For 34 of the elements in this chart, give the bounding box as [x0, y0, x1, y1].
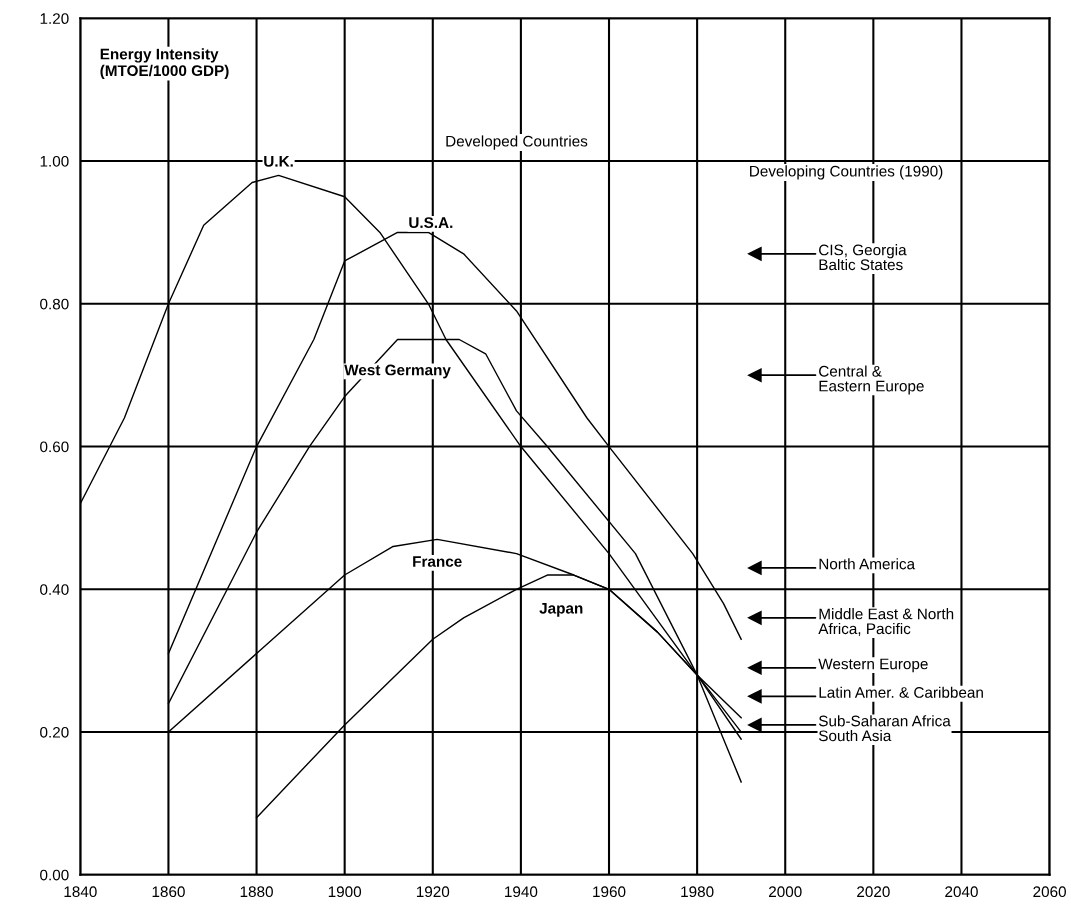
series-label: France — [413, 556, 462, 567]
x-tick-label: 1900 — [328, 886, 362, 898]
x-tick-label: 2060 — [1033, 886, 1066, 898]
series-label: U.S.A. — [409, 217, 453, 229]
series-label: U.K. — [264, 156, 293, 167]
y-tick-label: 1.20 — [40, 13, 69, 25]
y-tick-label: 0.00 — [40, 869, 69, 881]
y-axis-title: Energy Intensity (MTOE/1000 GDP) — [100, 48, 229, 80]
x-tick-label: 1980 — [681, 886, 714, 898]
y-tick-label: 0.20 — [40, 726, 69, 738]
x-tick-label: 1920 — [416, 886, 450, 898]
annotation: Central & Eastern Europe — [819, 365, 924, 395]
annotation: Sub-Saharan Africa South Asia — [818, 715, 951, 742]
x-tick-label: 2000 — [769, 886, 802, 898]
y-tick-label: 1.00 — [40, 155, 69, 167]
annotation: Western Europe — [818, 658, 928, 673]
x-tick-label: 2020 — [857, 886, 890, 898]
annotation: Middle East & North Africa, Pacific — [818, 608, 954, 636]
annotation: Developed Countries — [446, 135, 588, 150]
series-label: Japan — [539, 603, 583, 617]
x-tick-label: 1860 — [152, 886, 185, 898]
annotation: North America — [819, 558, 916, 570]
x-tick-label: 1880 — [240, 886, 273, 898]
x-tick-label: 1940 — [505, 886, 538, 898]
x-tick-label: 2040 — [945, 886, 978, 898]
annotation: Latin Amer. & Caribbean — [819, 686, 983, 698]
annotation: Developing Countries (1990) — [750, 165, 943, 180]
x-tick-label: 1840 — [64, 886, 97, 898]
y-tick-label: 0.60 — [40, 441, 69, 453]
annotation: CIS, Georgia Baltic States — [819, 244, 907, 271]
y-tick-label: 0.40 — [40, 584, 69, 595]
series-label: West Germany — [344, 364, 451, 379]
x-tick-label: 1960 — [593, 886, 626, 898]
y-tick-label: 0.80 — [40, 298, 69, 310]
